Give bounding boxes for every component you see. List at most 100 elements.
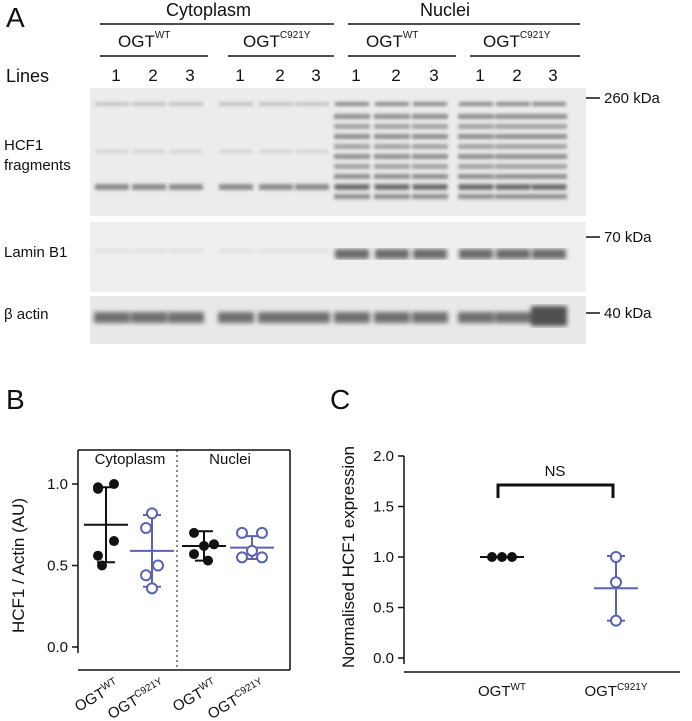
blot-band xyxy=(459,102,493,106)
blot-band xyxy=(495,194,531,199)
blot-band xyxy=(335,102,369,106)
blot-band xyxy=(412,164,448,169)
lane-number: 3 xyxy=(429,66,439,85)
blot-band xyxy=(495,114,531,119)
blot-band xyxy=(412,134,448,139)
marker-70kda: 70 kDa xyxy=(604,229,652,246)
blot-band xyxy=(170,150,202,153)
blot-band xyxy=(169,249,203,252)
lane-number: 1 xyxy=(475,66,485,85)
panel-a-letter: A xyxy=(6,2,25,33)
blot-band xyxy=(132,249,166,252)
blot-band xyxy=(458,114,494,119)
genotype-label-nuc-wt: OGTWT xyxy=(366,30,419,51)
group-label-nuclei: Nuclei xyxy=(420,0,471,20)
blot-band xyxy=(458,174,494,179)
blot-band xyxy=(374,174,410,179)
genotype-label-cyto-c921y: OGTC921Y xyxy=(243,30,311,51)
row-label-lamin: Lamin B1 xyxy=(4,244,68,261)
y-tick-label: 0.0 xyxy=(373,650,394,667)
blot-band xyxy=(334,164,370,169)
data-point xyxy=(610,614,622,627)
lane-number: 3 xyxy=(311,66,321,85)
blot-band xyxy=(374,194,410,199)
blot-band xyxy=(334,134,370,139)
blot-band xyxy=(334,124,370,129)
blot-band xyxy=(412,194,448,199)
data-point xyxy=(140,569,152,582)
data-point xyxy=(236,551,248,564)
data-point xyxy=(497,552,507,562)
lane-number: 3 xyxy=(185,66,195,85)
panel-c-chart: NS 0.0 0.5 1.0 1.5 2.0 Normalised HCF1 express… xyxy=(339,446,680,700)
data-point xyxy=(189,549,199,560)
western-blot-image xyxy=(90,88,586,344)
blot-band xyxy=(132,102,166,106)
data-point xyxy=(146,507,158,520)
panel-a-header-lines xyxy=(100,23,580,57)
blot-band xyxy=(374,164,410,169)
blot-band xyxy=(496,102,530,106)
data-point xyxy=(152,559,164,572)
data-point xyxy=(610,576,622,589)
data-point xyxy=(109,479,119,489)
blot-band xyxy=(495,164,531,169)
data-point xyxy=(610,551,622,563)
significance-label: NS xyxy=(545,463,566,480)
y-tick-label: 0.5 xyxy=(47,558,68,575)
data-point xyxy=(236,526,248,539)
blot-band xyxy=(413,102,447,106)
blot-band xyxy=(334,174,370,179)
data-point xyxy=(246,544,258,557)
blot-band xyxy=(532,102,566,106)
blot-band xyxy=(374,124,410,129)
row-label-hcf1-line2: fragments xyxy=(4,157,71,174)
blot-band xyxy=(495,134,531,139)
region-label-cytoplasm: Cytoplasm xyxy=(95,451,166,468)
blot-band xyxy=(95,184,129,190)
lane-number: 1 xyxy=(111,66,121,85)
row-label-actin: β actin xyxy=(4,306,49,323)
blot-band xyxy=(375,249,409,259)
blot-band xyxy=(95,249,129,252)
blot-band xyxy=(532,184,566,190)
marker-ticks xyxy=(586,97,600,314)
blot-band xyxy=(458,134,494,139)
blot-band xyxy=(334,144,370,149)
lines-label: Lines xyxy=(6,66,50,86)
group-label-cytoplasm: Cytoplasm xyxy=(166,0,252,20)
blot-band xyxy=(295,249,329,252)
blot-band xyxy=(260,150,292,153)
y-tick-label: 0.5 xyxy=(373,600,394,617)
blot-band xyxy=(258,312,294,323)
blot-band xyxy=(374,312,410,323)
blot-band xyxy=(220,150,252,153)
blot-band xyxy=(458,312,494,323)
blot-band xyxy=(459,249,493,259)
row-label-hcf1-line1: HCF1 xyxy=(4,137,44,154)
blot-band xyxy=(259,102,293,106)
blot-band xyxy=(495,312,531,323)
blot-band xyxy=(219,249,253,252)
blot-band xyxy=(495,144,531,149)
marker-260kda: 260 kDa xyxy=(604,90,660,107)
blot-band xyxy=(219,184,253,190)
blot-band xyxy=(531,174,567,179)
lane-number: 2 xyxy=(391,66,401,85)
blot-band xyxy=(412,144,448,149)
blot-band xyxy=(413,184,447,190)
blot-band xyxy=(168,312,204,323)
blot-band xyxy=(335,249,369,259)
lane-number: 2 xyxy=(148,66,158,85)
blot-band xyxy=(495,154,531,159)
blot-band xyxy=(374,144,410,149)
data-point xyxy=(93,483,103,494)
marker-40kda: 40 kDa xyxy=(604,305,652,322)
data-point xyxy=(189,527,199,538)
blot-band xyxy=(95,102,129,106)
blot-band xyxy=(458,124,494,129)
panel-b-letter: B xyxy=(6,384,25,415)
y-tick-label: 2.0 xyxy=(373,448,394,465)
genotype-label-cyto-wt: OGTWT xyxy=(118,30,171,51)
blot-band xyxy=(334,114,370,119)
